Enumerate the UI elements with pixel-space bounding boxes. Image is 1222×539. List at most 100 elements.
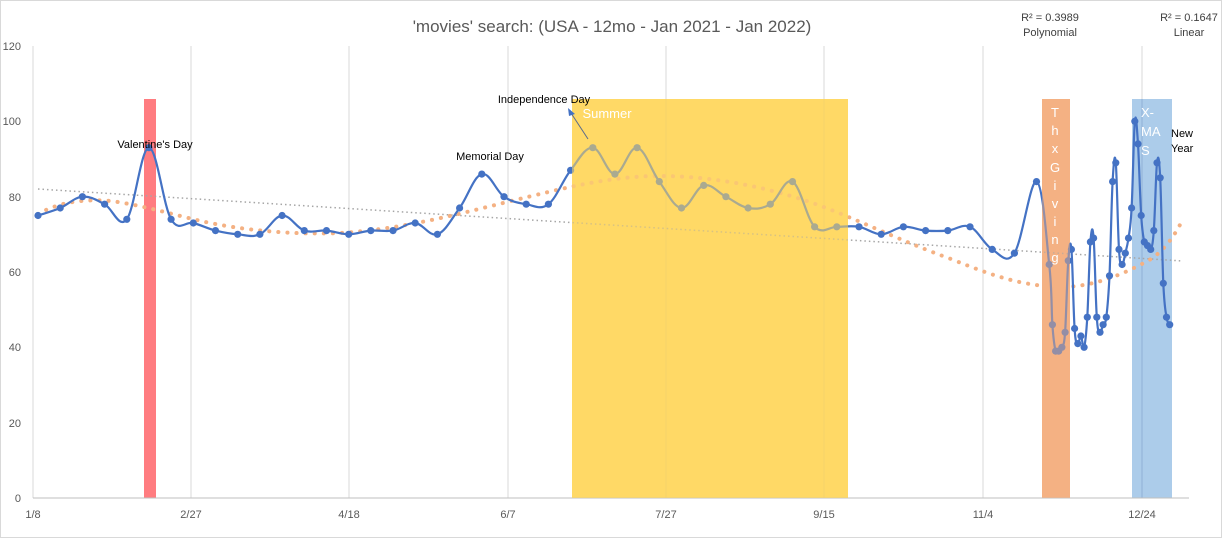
data-point: [1109, 178, 1117, 186]
data-point: [1147, 245, 1155, 253]
independence-arrow: [568, 108, 589, 140]
svg-text:MA: MA: [1141, 124, 1161, 139]
data-point: [367, 227, 375, 235]
svg-text:G: G: [1050, 160, 1060, 175]
linear-r2-value: R² = 0.1647: [1160, 12, 1218, 24]
data-point: [1162, 313, 1171, 321]
y-tick: 0: [15, 493, 21, 505]
y-tick: 20: [9, 418, 21, 430]
data-point: [1045, 260, 1053, 269]
new-year-label: New Year: [1171, 128, 1194, 155]
data-point: [167, 215, 175, 223]
svg-text:g: g: [1051, 250, 1058, 265]
x-tick: 2/27: [180, 509, 201, 521]
data-point: [1083, 313, 1091, 321]
y-tick: 40: [9, 342, 21, 354]
svg-text:v: v: [1052, 196, 1059, 211]
svg-text:x: x: [1052, 141, 1059, 156]
data-point: [1074, 340, 1082, 348]
x-tick: 1/8: [25, 509, 40, 521]
data-point: [322, 227, 331, 235]
y-tick: 80: [9, 192, 21, 204]
data-point: [1071, 324, 1079, 333]
data-point: [1115, 245, 1123, 253]
band-overlay: [572, 99, 848, 498]
data-point: [189, 219, 197, 227]
data-point: [1150, 227, 1158, 235]
x-axis-labels: 1/8 2/27 4/18 6/7 7/27 9/15 11/4 12/24: [25, 509, 1155, 521]
data-point: [1134, 140, 1142, 148]
data-point: [1010, 249, 1019, 257]
svg-text:i: i: [1054, 214, 1057, 229]
data-point: [389, 227, 397, 235]
data-point: [1159, 279, 1167, 287]
x-tick: 4/18: [338, 509, 359, 521]
valentines-band: [144, 99, 156, 498]
data-point: [1121, 249, 1129, 257]
data-point: [1105, 272, 1114, 280]
data-point: [34, 211, 42, 220]
y-axis-labels: 0 20 40 60 80 100 120: [3, 41, 21, 505]
data-point: [1048, 321, 1056, 329]
svg-text:n: n: [1051, 232, 1058, 247]
data-point: [256, 230, 264, 238]
thanksgiving-label: T h x G i v i n g: [1050, 105, 1060, 265]
data-point: [1137, 211, 1145, 220]
data-point: [56, 204, 64, 212]
polynomial-r2-value: R² = 0.3989: [1021, 12, 1079, 24]
svg-text:Year: Year: [1171, 143, 1194, 155]
y-tick: 120: [3, 41, 21, 53]
data-point: [1124, 234, 1133, 242]
data-point: [1032, 178, 1041, 186]
chart-title: 'movies' search: (USA - 12mo - Jan 2021 …: [413, 17, 812, 36]
independence-day-label: Independence Day: [498, 94, 591, 106]
data-point: [899, 223, 908, 231]
data-point: [1128, 204, 1136, 212]
data-point: [1061, 328, 1069, 336]
data-point: [1156, 174, 1164, 182]
data-point: [1102, 313, 1110, 321]
data-point: [145, 144, 153, 152]
svg-text:X-: X-: [1141, 105, 1154, 120]
x-tick: 9/15: [813, 509, 834, 521]
data-point: [123, 215, 131, 223]
polynomial-r2-label: Polynomial: [1023, 27, 1077, 39]
data-point: [1090, 234, 1098, 242]
svg-text:S: S: [1141, 143, 1150, 158]
data-point: [877, 230, 885, 238]
summer-label: Summer: [582, 106, 632, 121]
data-point: [500, 193, 508, 201]
data-point: [478, 170, 486, 178]
data-point: [922, 227, 930, 235]
data-point: [1131, 117, 1139, 125]
data-point: [456, 204, 464, 212]
data-point: [345, 230, 353, 238]
thanksgiving-band: [1042, 99, 1070, 498]
svg-text:New: New: [1171, 128, 1193, 140]
x-tick: 11/4: [973, 509, 994, 521]
data-point: [1077, 332, 1085, 340]
svg-text:T: T: [1051, 105, 1059, 120]
data-point: [300, 227, 308, 235]
movies-series: [34, 99, 1174, 498]
data-point: [1067, 245, 1075, 253]
data-point: [1080, 343, 1088, 351]
data-point: [988, 245, 996, 253]
data-point: [433, 230, 441, 238]
data-point: [278, 211, 286, 220]
data-point: [1099, 321, 1107, 329]
data-point: [1153, 159, 1161, 167]
svg-text:h: h: [1051, 123, 1058, 138]
x-tick: 6/7: [500, 509, 515, 521]
data-point: [1166, 321, 1174, 329]
data-point: [855, 223, 863, 231]
data-point: [1112, 159, 1120, 167]
data-point: [101, 200, 109, 208]
y-tick: 100: [3, 116, 21, 128]
linear-r2-label: Linear: [1174, 27, 1205, 39]
data-point: [1064, 257, 1072, 265]
data-point: [1118, 260, 1126, 269]
data-point: [411, 219, 419, 227]
